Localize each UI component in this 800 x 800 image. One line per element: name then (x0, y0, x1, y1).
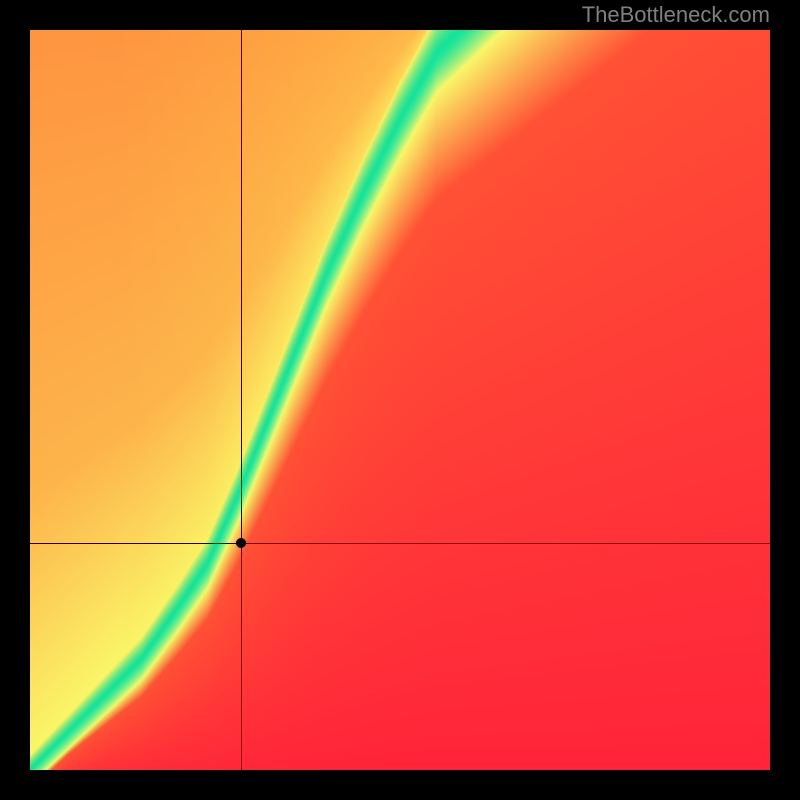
plot-area (30, 30, 770, 770)
crosshair-horizontal (30, 543, 770, 544)
heatmap-canvas (30, 30, 770, 770)
crosshair-vertical (241, 30, 242, 770)
figure-container: TheBottleneck.com (0, 0, 800, 800)
watermark-text: TheBottleneck.com (582, 2, 770, 28)
crosshair-marker (236, 538, 246, 548)
